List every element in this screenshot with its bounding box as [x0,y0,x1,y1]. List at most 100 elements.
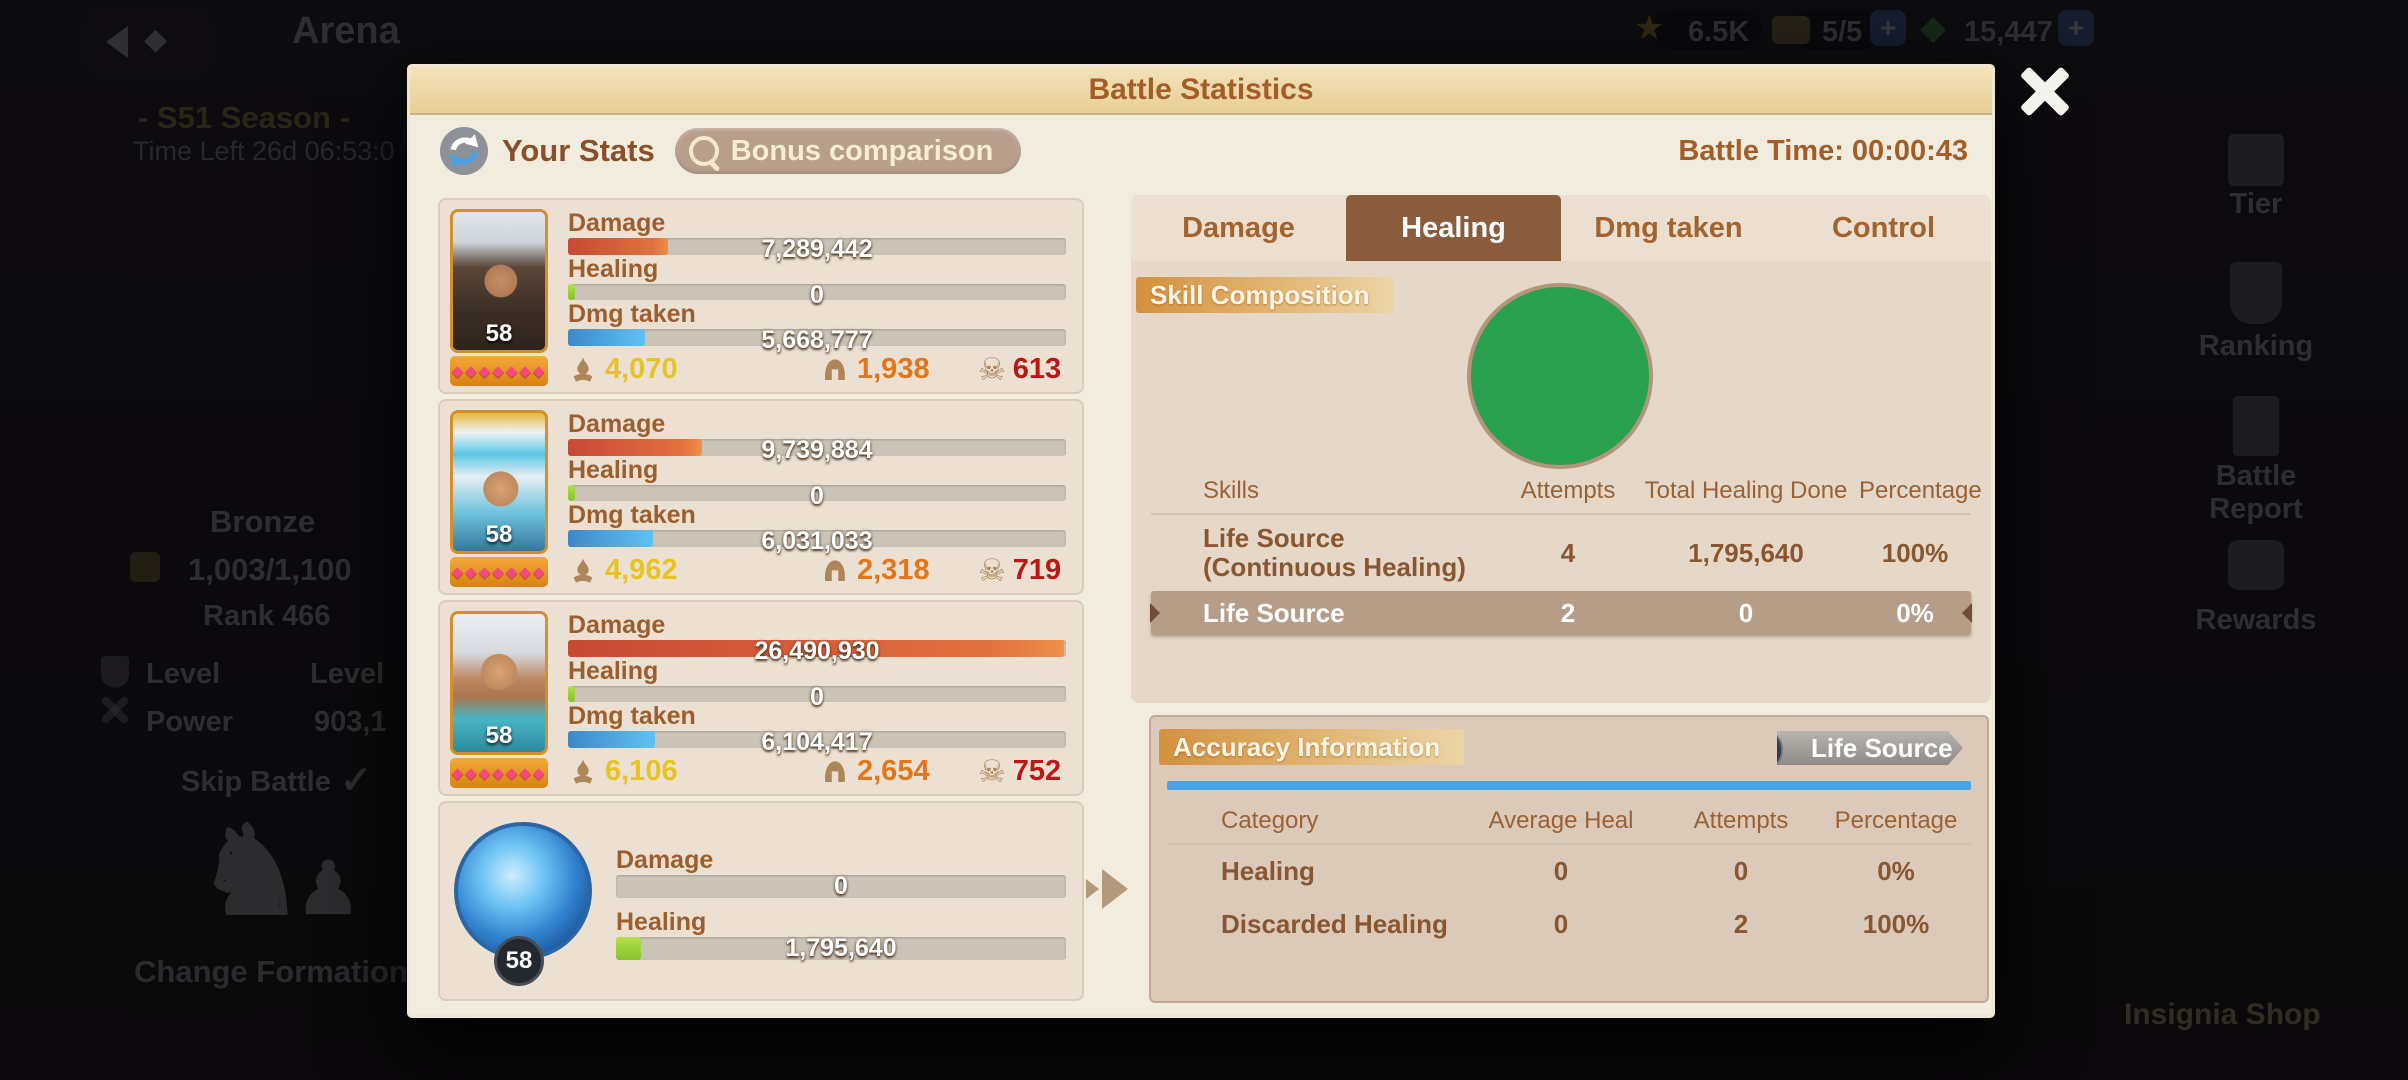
skill-row-life-source-continuous[interactable]: Life Source (Continuous Healing) 4 1,795… [1203,523,1949,582]
hero-kill-stats: 4,070 1,938 ☠ 613 [568,353,1066,386]
heal-icon [573,357,593,382]
skill-selector-ribbon: Life Source ◆ ◆ [1777,731,1963,765]
damage-value: 7,289,442 [761,235,873,263]
life-source-skill-icon: ◆ ◆ [1739,728,1783,772]
battle-time-label: Battle Time: 00:00:43 [1678,134,1968,167]
stat-tabs: Damage Healing Dmg taken Control [1131,195,1991,261]
healing-bar: 1,795,640 [616,934,1066,962]
damage-bar: 9,739,884 [568,436,1066,464]
heal-count: 6,106 [605,755,678,788]
col-attempts: Attempts [1693,807,1789,834]
assist-count: 2,654 [857,755,930,788]
hero-card-1[interactable]: 58 ◆◆◆◆◆◆◆ Damage 7,289,442 Healing 0 Dm… [438,198,1084,394]
hero-kill-stats: 4,962 2,318 ☠ 719 [568,554,1066,587]
accuracy-ratio-bar [1167,781,1971,790]
heal-count: 4,962 [605,554,678,587]
hero-stat-rows: Damage 26,490,930 Healing 0 Dmg taken 6,… [568,611,1066,788]
skill-composition-badge: Skill Composition [1136,277,1394,313]
col-percentage: Percentage [1859,477,1982,504]
hero-avatar-3: 58 ◆◆◆◆◆◆◆ [450,611,548,788]
tab-control[interactable]: Control [1831,211,1936,244]
skull-icon: ☠ [978,351,1006,387]
damage-value: 9,739,884 [761,436,873,464]
accuracy-table-header: Category Average Heal Attempts Percentag… [1167,807,1971,845]
heal-icon [573,558,593,583]
dialog-title: Battle Statistics [1088,73,1314,106]
skill-row-life-source[interactable]: Life Source 2 0 0% [1150,591,1972,635]
hero-gem-rank: ◆◆◆◆◆◆◆ [450,356,548,386]
accuracy-row-discarded-healing: Discarded Healing 0 2 100% [1221,909,1930,939]
skull-icon: ☠ [978,552,1006,588]
damage-value: 0 [834,871,848,900]
skull-icon: ☠ [978,753,1006,789]
dmg-taken-value: 5,668,777 [761,326,873,355]
healing-label: Healing [568,254,659,283]
hero-card-4[interactable]: 58 Damage 0 Healing 1,795,640 [438,801,1084,1001]
hero-stat-rows: Damage 7,289,442 Healing 0 Dmg taken 5,6… [568,209,1066,386]
damage-label: Damage [616,845,714,874]
hero-stat-rows: Damage 9,739,884 Healing 0 Dmg taken 6,0… [568,410,1066,587]
healing-label: Healing [616,907,707,936]
healing-value: 0 [810,481,824,510]
kill-count: 613 [1012,353,1062,386]
assist-count: 2,318 [857,554,930,587]
hero-gem-rank: ◆◆◆◆◆◆◆ [450,758,548,788]
damage-bar: 26,490,930 [568,637,1066,665]
assist-icon [825,760,845,782]
damage-value: 26,490,930 [754,637,880,665]
your-stats-label: Your Stats [502,133,655,168]
hero-portrait: 58 [450,209,548,353]
dmg-taken-bar: 5,668,777 [568,326,1066,354]
damage-bar: 7,289,442 [568,235,1066,263]
col-category: Category [1221,807,1319,834]
hero-avatar-1: 58 ◆◆◆◆◆◆◆ [450,209,548,386]
healing-bar: 0 [568,482,1066,510]
swap-stats-button[interactable] [440,127,488,175]
magnifier-icon [688,136,719,166]
tab-healing[interactable]: Healing [1346,195,1561,261]
dmg-taken-value: 6,031,033 [761,527,873,556]
beast-level-badge: 58 [494,935,544,986]
dialog-toolbar: Your Stats Bonus comparison Battle Time:… [440,125,1968,177]
hero-portrait: 58 [450,410,548,554]
bonus-comparison-button[interactable]: Bonus comparison [674,128,1022,174]
hero-level: 58 [485,521,513,548]
hero-level: 58 [485,722,513,749]
close-icon[interactable] [2012,58,2078,124]
heal-count: 4,070 [605,353,678,386]
hero-stat-rows: Damage 0 Healing 1,795,640 [616,845,1066,962]
expand-panel-button[interactable] [1086,861,1156,917]
hero-card-2[interactable]: 58 ◆◆◆◆◆◆◆ Damage 9,739,884 Healing 0 Dm… [438,399,1084,595]
kill-count: 752 [1012,755,1062,788]
col-skills: Skills [1203,477,1260,504]
healing-value: 0 [810,280,824,309]
hero-portrait: 58 [450,611,548,755]
dmg-taken-value: 6,104,417 [761,728,873,757]
beast-avatar: 58 [450,814,596,992]
col-attempts: Attempts [1520,477,1616,504]
damage-label: Damage [568,410,666,438]
dialog-header: Battle Statistics [410,67,1992,115]
tab-dmg-taken[interactable]: Dmg taken [1594,211,1743,244]
healing-value: 0 [810,682,824,711]
skill-composition-panel: Skill Composition Skills Attempts Total … [1131,261,1991,703]
dmg-taken-label: Dmg taken [568,300,696,329]
dmg-taken-label: Dmg taken [568,702,696,731]
assist-icon [825,358,845,380]
tab-damage[interactable]: Damage [1182,211,1295,244]
healing-pie-chart [1467,283,1653,469]
healing-label: Healing [568,656,659,685]
accuracy-information-badge: Accuracy Information [1159,729,1465,765]
assist-count: 1,938 [857,353,930,386]
col-total-healing: Total Healing Done [1644,477,1848,504]
damage-bar: 0 [616,871,1066,900]
hero-card-3[interactable]: 58 ◆◆◆◆◆◆◆ Damage 26,490,930 Healing 0 D… [438,600,1084,796]
hero-stats-list: 58 ◆◆◆◆◆◆◆ Damage 7,289,442 Healing 0 Dm… [438,198,1084,1006]
hero-gem-rank: ◆◆◆◆◆◆◆ [450,557,548,587]
hero-avatar-2: 58 ◆◆◆◆◆◆◆ [450,410,548,587]
accuracy-row-healing: Healing 0 0 0% [1221,856,1915,886]
dmg-taken-label: Dmg taken [568,501,696,530]
heal-icon [573,759,593,784]
battle-statistics-dialog: Battle Statistics Your Stats Bonus compa… [407,64,1995,1018]
accuracy-table: Category Average Heal Attempts Percentag… [1167,807,1971,951]
